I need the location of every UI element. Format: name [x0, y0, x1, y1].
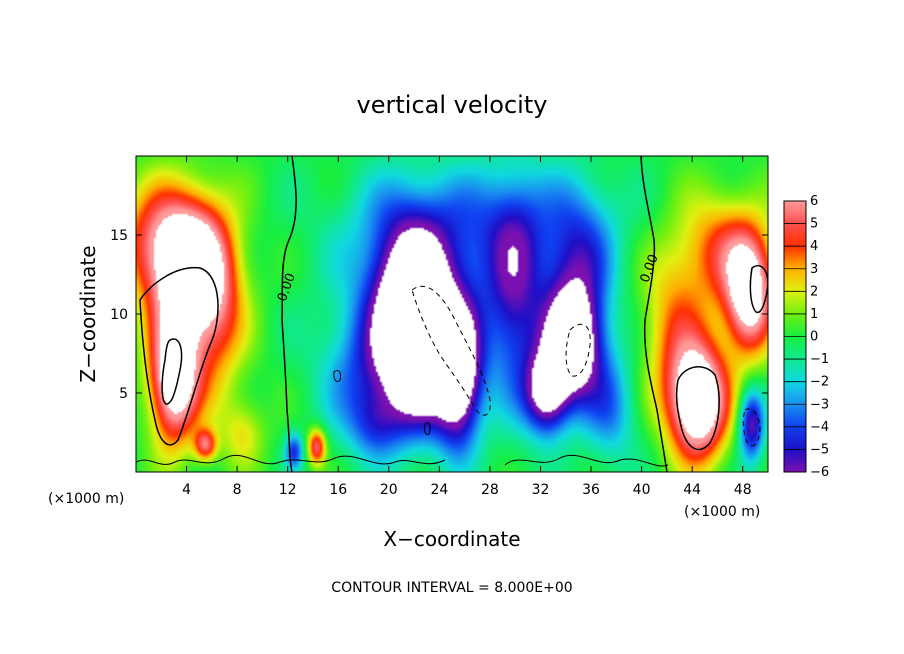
y-axis-label: Z−coordinate	[76, 245, 100, 382]
x-tick-label: 40	[633, 482, 651, 498]
x-scale-note: (×1000 m)	[48, 491, 124, 507]
colorbar-tick-label: 5	[810, 217, 818, 232]
x-axis-label: X−coordinate	[383, 527, 520, 551]
colorbar-tick-label: −3	[810, 397, 829, 412]
colorbar-tick-label: 6	[810, 194, 818, 209]
colorbar-ticks: 6 5 4 3 2 1 0 −1 −2 −3 −4 −5 −6	[784, 194, 829, 480]
bottom-contour	[136, 454, 446, 465]
x-axis: 4 8 12 16 20 24 28 32 36 40 44 48	[182, 156, 752, 498]
contour-interval-note: CONTOUR INTERVAL = 8.000E+00	[331, 580, 572, 596]
colorbar-tick-label: −4	[810, 420, 829, 435]
x-tick-label: 36	[582, 482, 600, 498]
colorbar-tick-label: −1	[810, 352, 829, 367]
x-tick-label: 24	[430, 482, 448, 498]
small-contour-2	[423, 422, 431, 435]
x-tick-label: 32	[532, 482, 550, 498]
x-tick-label: 8	[233, 482, 242, 498]
colorbar-tick-label: 3	[810, 262, 818, 277]
x-tick-label: 16	[329, 482, 347, 498]
x-tick-label: 20	[380, 482, 398, 498]
colorbar: 6 5 4 3 2 1 0 −1 −2 −3 −4 −5 −6	[783, 194, 829, 480]
negative-contour-far-right-dashed	[742, 408, 761, 447]
colorbar-tick-label: −6	[810, 465, 829, 480]
positive-contour-right-upper	[749, 264, 768, 314]
y-tick-label: 15	[110, 228, 128, 244]
y-tick-label: 10	[110, 307, 128, 323]
x-tick-label: 4	[182, 482, 191, 498]
plot-area: 0.000.00	[135, 155, 769, 473]
x-tick-label: 48	[734, 482, 752, 498]
bottom-contour-right	[504, 454, 669, 467]
positive-contour-left	[139, 267, 219, 446]
zero-contour-right	[640, 156, 668, 472]
colorbar-tick-label: 2	[810, 284, 818, 299]
y-axis: 5 10 15	[110, 228, 768, 402]
positive-contour-left-inner	[161, 338, 183, 405]
colorbar-tick-label: 4	[810, 239, 818, 254]
x-tick-label: 28	[481, 482, 499, 498]
colorbar-tick-label: 1	[810, 307, 818, 322]
colorbar-tick-label: −5	[810, 442, 829, 457]
colorbar-tick-label: −2	[810, 375, 829, 390]
y-tick-label: 5	[119, 386, 128, 402]
velocity-field	[136, 156, 768, 472]
zero-contour-left	[281, 156, 297, 472]
z-scale-note: (×1000 m)	[684, 504, 760, 520]
chart-title: vertical velocity	[357, 91, 548, 119]
zero-contours	[136, 156, 768, 472]
positive-contour-right	[675, 366, 720, 451]
colorbar-tick-label: 0	[810, 330, 818, 345]
x-tick-label: 44	[683, 482, 701, 498]
x-tick-label: 12	[279, 482, 297, 498]
small-contour-1	[333, 369, 341, 383]
